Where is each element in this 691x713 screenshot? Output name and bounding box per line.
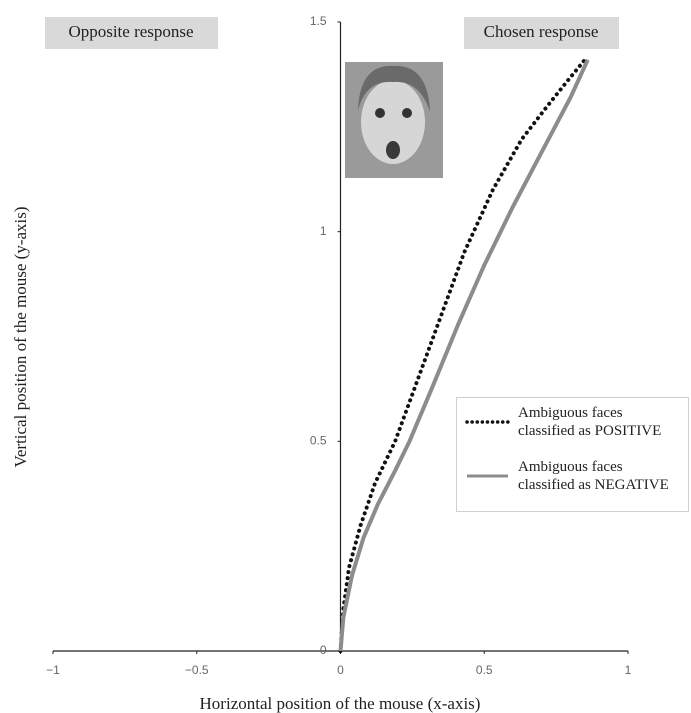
y-tick-label: 1: [320, 224, 327, 238]
series-line: [338, 58, 590, 652]
face-image: [345, 62, 443, 178]
y-tick-label: 0.5: [310, 434, 327, 448]
annotation-box: [464, 17, 619, 49]
annotation-box: [45, 17, 218, 49]
y-tick-label: 0: [320, 643, 327, 657]
x-tick-label: 0: [337, 663, 344, 677]
y-tick-label: 1.5: [310, 14, 327, 28]
annotation: Chosen response: [484, 22, 599, 41]
x-tick-label: 0.5: [476, 663, 493, 677]
x-tick-label: −1: [46, 663, 60, 677]
legend-swatch: [467, 474, 508, 478]
series-line: [338, 57, 587, 653]
legend-item: Ambiguous faces classified as NEGATIVE: [457, 458, 669, 494]
x-axis-title: Horizontal position of the mouse (x-axis…: [200, 694, 481, 713]
legend-item: Ambiguous faces classified as POSITIVE: [457, 404, 661, 440]
x-tick-label: 1: [625, 663, 632, 677]
legend-label: Ambiguous faces classified as NEGATIVE: [518, 459, 669, 493]
legend-label: Ambiguous faces classified as POSITIVE: [518, 405, 662, 439]
legend: Ambiguous faces classified as POSITIVE Am…: [456, 397, 689, 512]
x-tick-label: −0.5: [185, 663, 209, 677]
annotation: Opposite response: [68, 22, 193, 41]
y-axis-title: Vertical position of the mouse (y-axis): [11, 206, 30, 467]
legend-swatch: [465, 420, 510, 424]
